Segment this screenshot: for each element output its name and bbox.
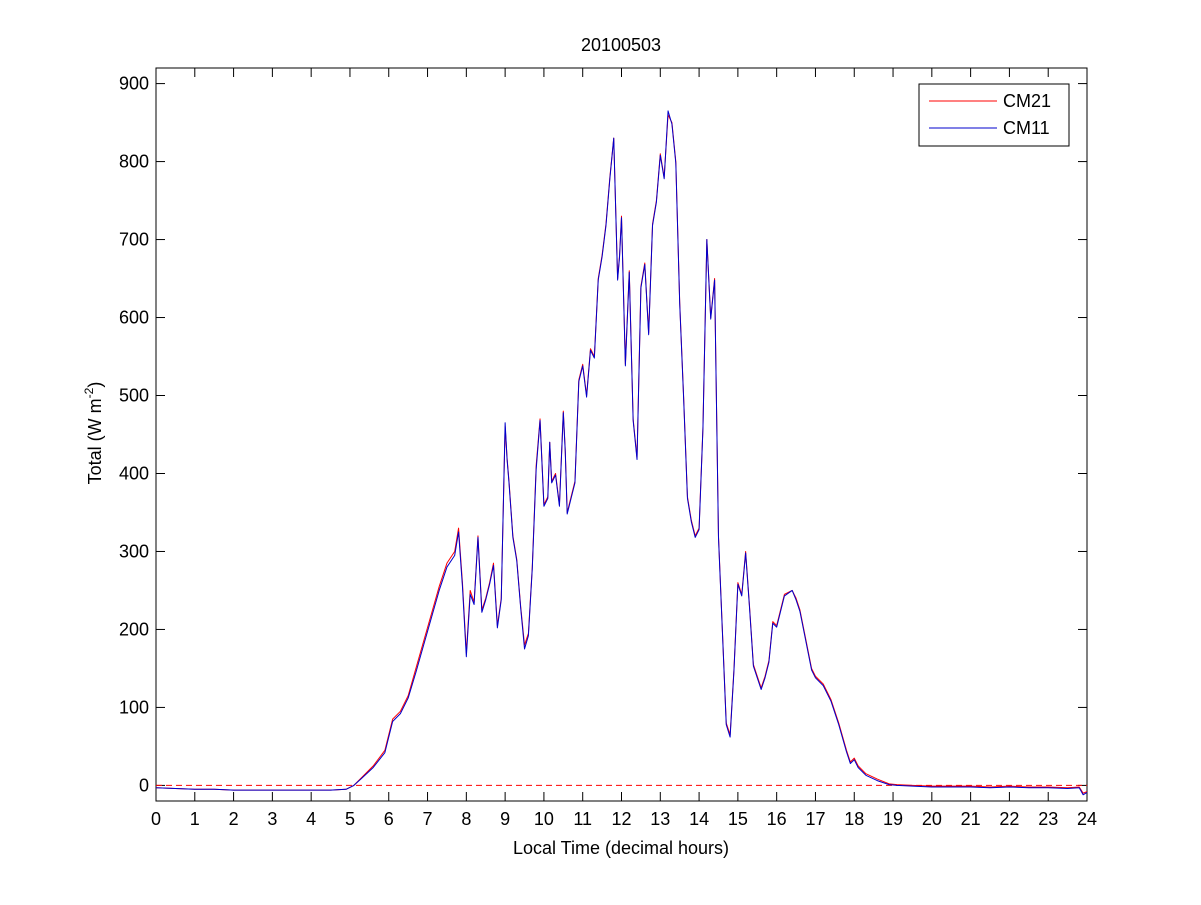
x-tick-label: 13 xyxy=(650,809,670,829)
x-tick-label: 10 xyxy=(534,809,554,829)
x-tick-label: 14 xyxy=(689,809,709,829)
y-tick-label: 900 xyxy=(119,74,149,94)
legend-box xyxy=(918,83,1070,147)
x-tick-label: 12 xyxy=(611,809,631,829)
x-tick-label: 19 xyxy=(883,809,903,829)
x-tick-label: 22 xyxy=(999,809,1019,829)
x-tick-label: 4 xyxy=(306,809,316,829)
x-tick-label: 15 xyxy=(728,809,748,829)
y-tick-label: 300 xyxy=(119,541,149,561)
x-tick-label: 5 xyxy=(345,809,355,829)
x-tick-label: 0 xyxy=(151,809,161,829)
x-tick-label: 16 xyxy=(767,809,787,829)
x-tick-label: 9 xyxy=(500,809,510,829)
y-tick-label: 100 xyxy=(119,697,149,717)
x-tick-label: 8 xyxy=(461,809,471,829)
y-tick-label: 500 xyxy=(119,386,149,406)
x-tick-label: 6 xyxy=(384,809,394,829)
series-line-cm21 xyxy=(155,114,1088,794)
x-tick-label: 24 xyxy=(1077,809,1097,829)
legend: CM21 CM11 xyxy=(918,83,1070,147)
y-tick-label: 0 xyxy=(139,775,149,795)
chart-title: 20100503 xyxy=(581,35,661,55)
x-tick-label: 11 xyxy=(573,809,592,829)
x-tick-label: 17 xyxy=(805,809,825,829)
legend-label-cm21: CM21 xyxy=(1003,91,1051,111)
y-tick-label: 800 xyxy=(119,152,149,172)
x-tick-label: 7 xyxy=(423,809,433,829)
x-axis-label: Local Time (decimal hours) xyxy=(513,838,729,858)
x-tick-label: 3 xyxy=(267,809,277,829)
y-tick-label: 600 xyxy=(119,308,149,328)
y-axis-label-main: Total (W m xyxy=(85,398,105,484)
series-line-cm11 xyxy=(155,110,1088,796)
x-tick-label: 20 xyxy=(922,809,942,829)
y-axis-label-close: ) xyxy=(85,382,105,388)
y-axis-label-unit-exponent: -2 xyxy=(82,387,96,398)
x-tick-label: 18 xyxy=(844,809,864,829)
x-tick-label: 1 xyxy=(190,809,200,829)
y-tick-label: 700 xyxy=(119,230,149,250)
x-tick-label: 21 xyxy=(961,809,981,829)
y-tick-label: 400 xyxy=(119,463,149,483)
x-tick-label: 2 xyxy=(229,809,239,829)
x-tick-label: 23 xyxy=(1038,809,1058,829)
y-axis-label: Total (W m-2) xyxy=(82,382,105,485)
legend-label-cm11: CM11 xyxy=(1003,118,1050,138)
y-tick-label: 200 xyxy=(119,619,149,639)
